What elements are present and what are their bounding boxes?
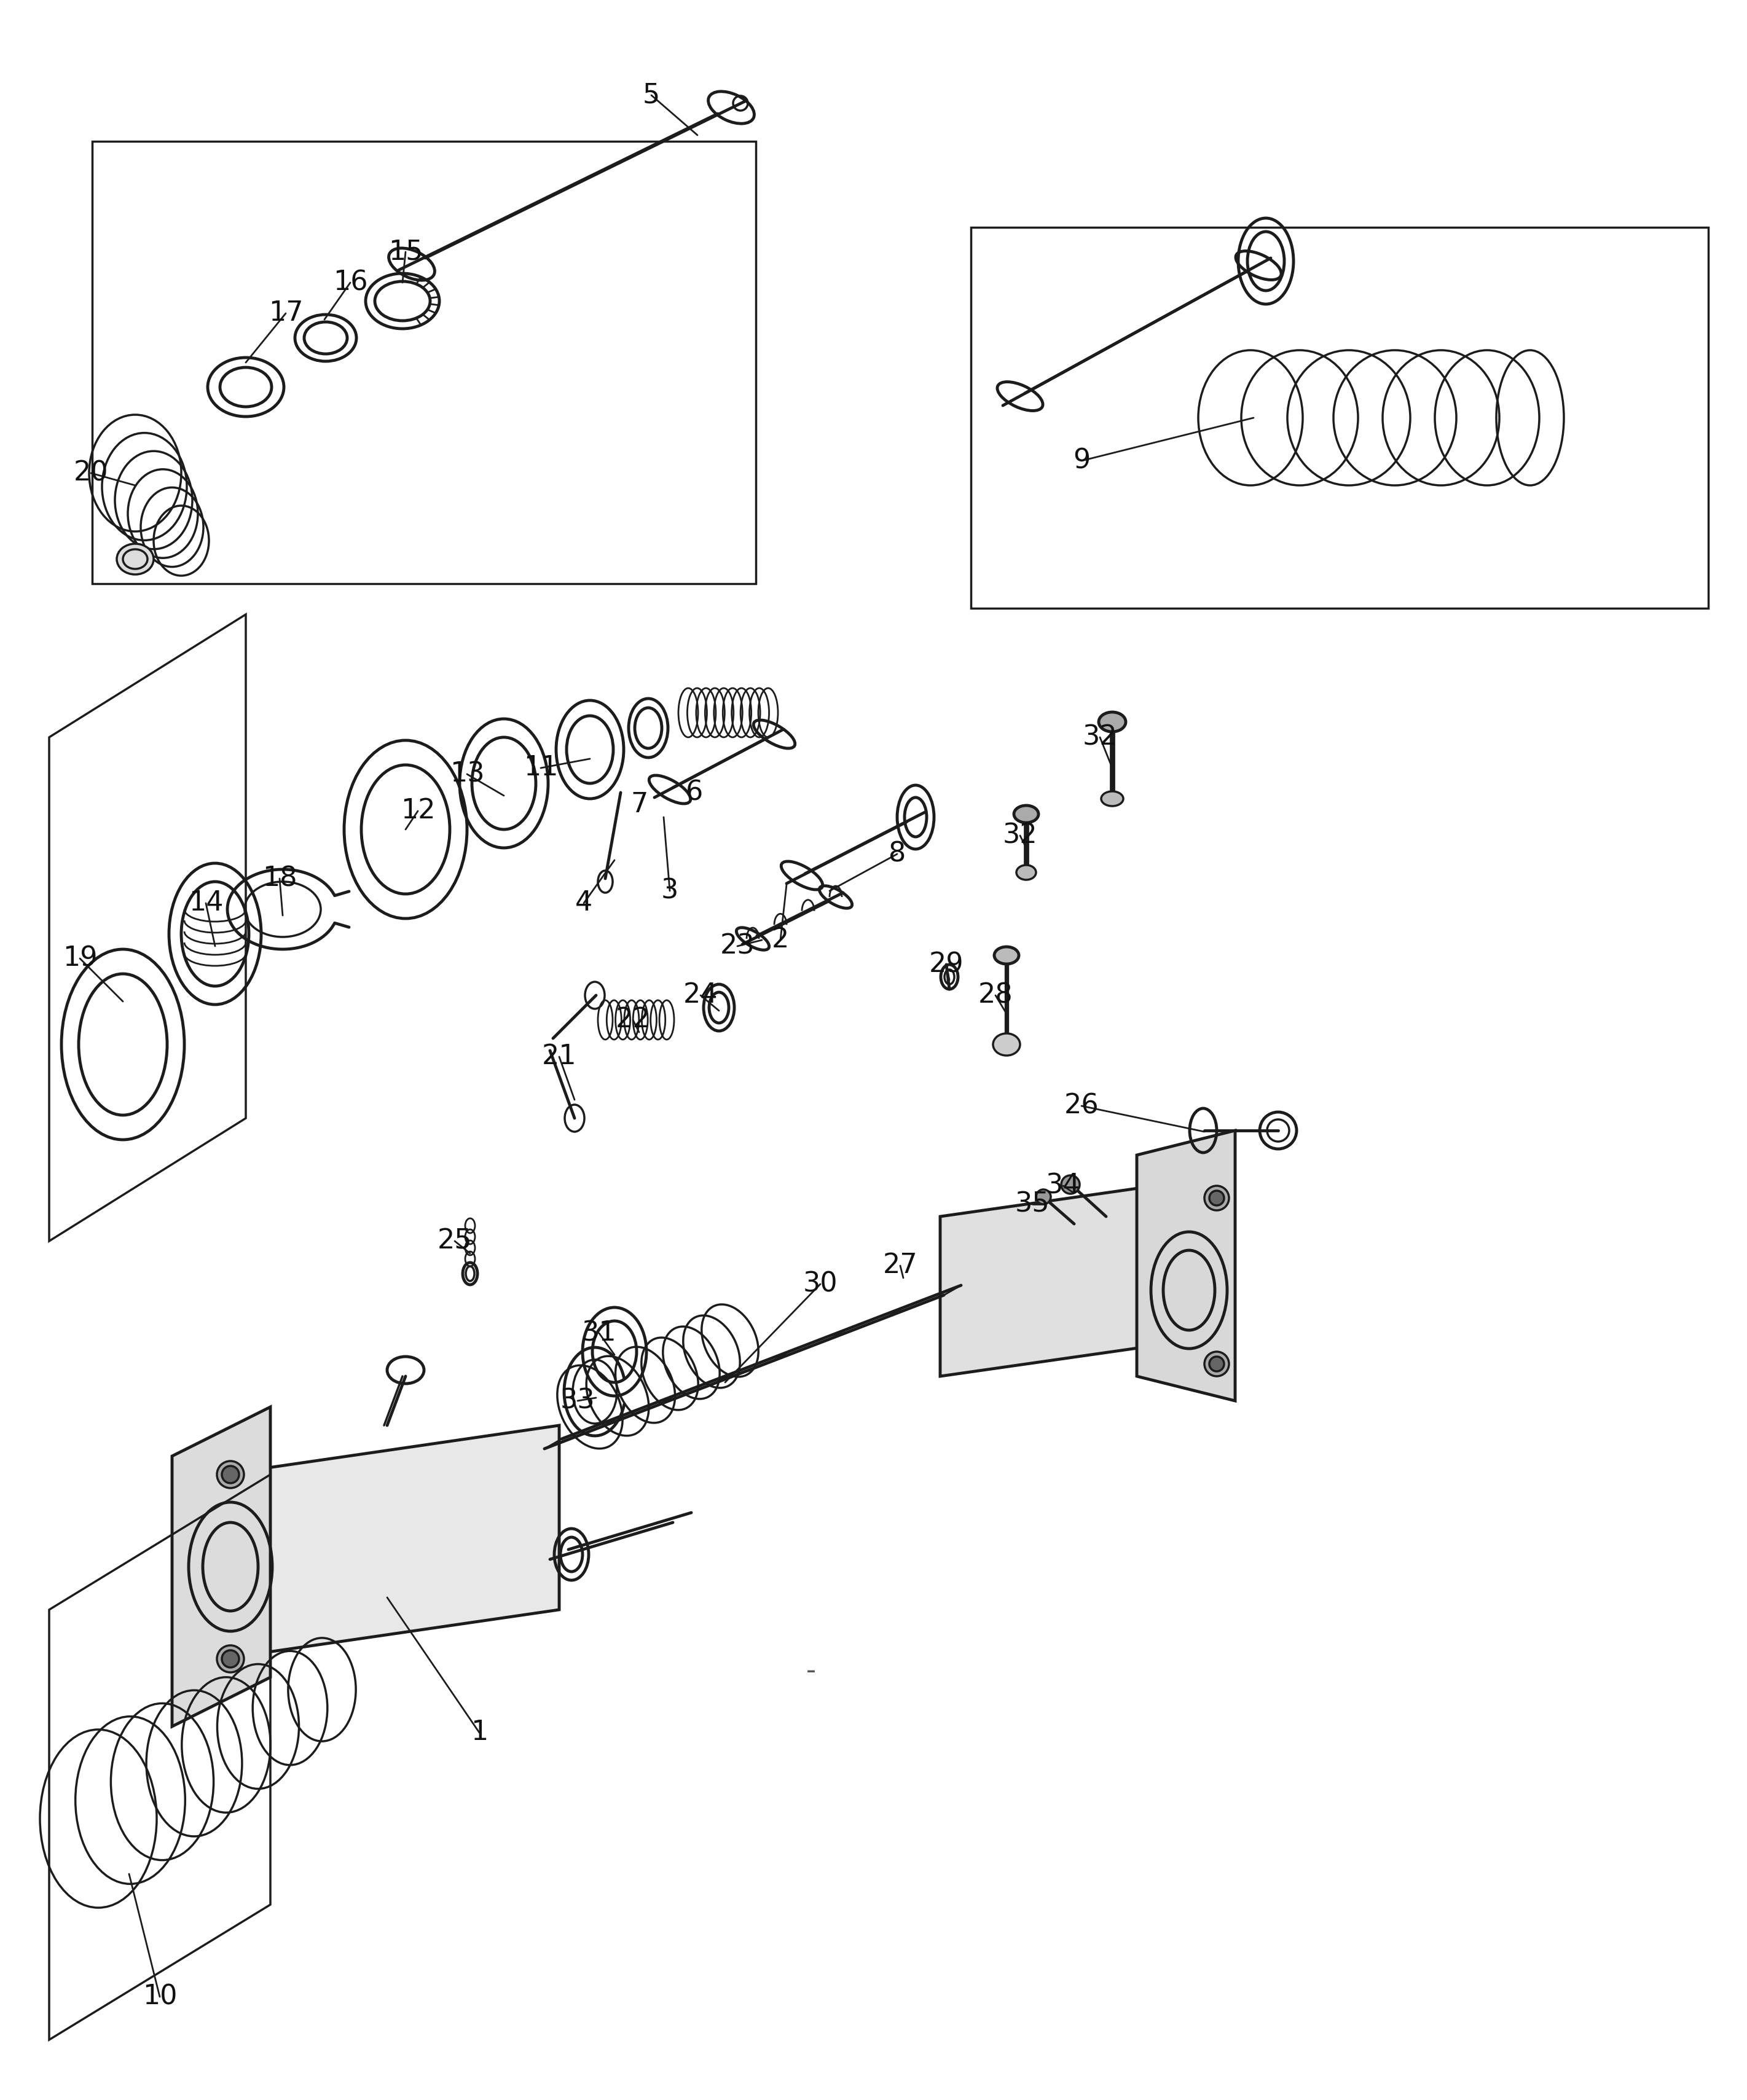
Text: 30: 30: [804, 1270, 839, 1298]
Bar: [971, 227, 1709, 609]
Ellipse shape: [992, 1033, 1020, 1056]
Text: 32: 32: [1003, 823, 1038, 848]
Ellipse shape: [1060, 1176, 1080, 1193]
Text: 1: 1: [470, 1720, 487, 1745]
Ellipse shape: [1101, 792, 1123, 806]
Ellipse shape: [217, 1462, 245, 1489]
Text: 21: 21: [542, 1044, 577, 1071]
Text: 3: 3: [660, 878, 678, 905]
Text: 18: 18: [262, 865, 297, 892]
Polygon shape: [1137, 1130, 1235, 1401]
Text: 15: 15: [388, 239, 423, 265]
Text: 29: 29: [929, 951, 964, 979]
Ellipse shape: [994, 947, 1019, 964]
Text: -: -: [805, 1657, 816, 1684]
Text: 28: 28: [978, 983, 1013, 1008]
Ellipse shape: [1013, 806, 1038, 823]
Text: 33: 33: [561, 1388, 596, 1413]
Ellipse shape: [117, 544, 154, 575]
Ellipse shape: [1209, 1191, 1225, 1205]
Ellipse shape: [1036, 1189, 1050, 1203]
Text: 16: 16: [334, 269, 367, 296]
Ellipse shape: [1099, 712, 1125, 731]
Ellipse shape: [1209, 1357, 1225, 1371]
Text: 2: 2: [772, 926, 790, 953]
Text: 17: 17: [269, 300, 302, 328]
Text: 8: 8: [889, 840, 907, 867]
Ellipse shape: [1204, 1352, 1228, 1375]
Ellipse shape: [1204, 1186, 1228, 1210]
Text: 4: 4: [575, 890, 592, 916]
Polygon shape: [222, 1426, 559, 1659]
Text: 13: 13: [449, 760, 484, 788]
Bar: [93, 141, 756, 584]
Text: 10: 10: [143, 1984, 176, 2010]
Text: 34: 34: [1046, 1172, 1080, 1199]
Text: 22: 22: [615, 1006, 650, 1033]
Text: 7: 7: [631, 792, 648, 819]
Text: 5: 5: [643, 82, 660, 109]
Ellipse shape: [222, 1651, 239, 1667]
Text: 27: 27: [882, 1252, 917, 1279]
Text: 24: 24: [683, 983, 718, 1008]
Polygon shape: [940, 1180, 1198, 1375]
Text: 23: 23: [720, 932, 755, 960]
Polygon shape: [171, 1407, 271, 1726]
Ellipse shape: [222, 1466, 239, 1483]
Text: 26: 26: [1064, 1092, 1099, 1119]
Text: 32: 32: [1083, 724, 1118, 750]
Ellipse shape: [1017, 865, 1036, 880]
Text: 31: 31: [582, 1321, 617, 1346]
Text: 9: 9: [1073, 447, 1090, 475]
Ellipse shape: [217, 1644, 245, 1672]
Text: 14: 14: [189, 890, 224, 916]
Text: 11: 11: [524, 754, 557, 781]
Text: 12: 12: [400, 798, 435, 823]
Text: 19: 19: [63, 945, 98, 972]
Text: 25: 25: [437, 1228, 472, 1254]
Text: 35: 35: [1015, 1191, 1050, 1218]
Text: 20: 20: [73, 460, 108, 487]
Text: 6: 6: [685, 779, 702, 806]
